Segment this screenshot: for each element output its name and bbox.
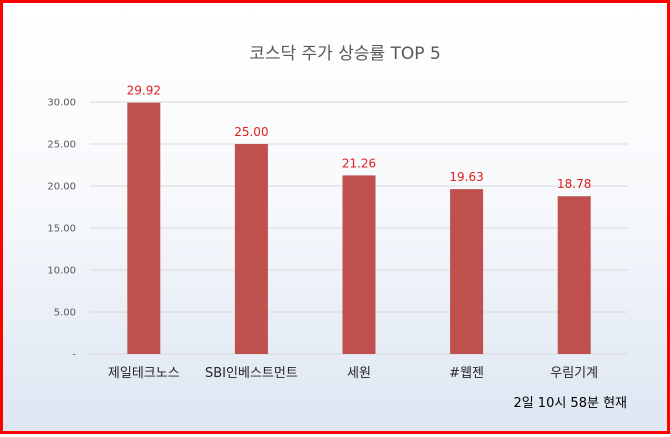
bar [127,102,161,354]
x-tick-label: 제일테크노스 [108,366,180,381]
y-tick-label: - [72,350,76,361]
data-label: 21.26 [342,156,376,170]
data-label: 18.78 [557,177,591,191]
bar [234,144,268,354]
timestamp-note: 2일 10시 58분 현재 [513,396,627,411]
data-labels: 29.92 25.00 21.26 19.63 18.78 [127,84,592,192]
bar [450,189,484,354]
y-tick-label: 15.00 [47,224,76,235]
bar-chart: 코스닥 주가 상승률 TOP 5 - 5.00 10.00 15.00 20.00 25.… [47,44,628,381]
data-label: 25.00 [234,125,268,139]
bar [557,196,591,354]
y-tick-label: 5.00 [54,308,76,319]
data-label: 19.63 [449,170,483,184]
data-label: 29.92 [127,84,161,98]
x-tick-label: #웹젠 [449,366,484,381]
bar [342,175,376,354]
x-tick-label: SBI인베스트먼트 [205,366,298,381]
x-axis-labels: 제일테크노스 SBI인베스트먼트 세원 #웹젠 우림기계 [108,366,598,381]
y-axis-ticks: - 5.00 10.00 15.00 20.00 25.00 30.00 [47,98,76,361]
x-tick-label: 세원 [347,366,371,381]
y-tick-label: 20.00 [47,182,76,193]
y-tick-label: 30.00 [47,98,76,109]
y-tick-label: 25.00 [47,140,76,151]
bars [127,102,591,354]
x-tick-label: 우림기계 [550,366,598,381]
chart-title: 코스닥 주가 상승률 TOP 5 [249,44,441,64]
y-tick-label: 10.00 [47,266,76,277]
